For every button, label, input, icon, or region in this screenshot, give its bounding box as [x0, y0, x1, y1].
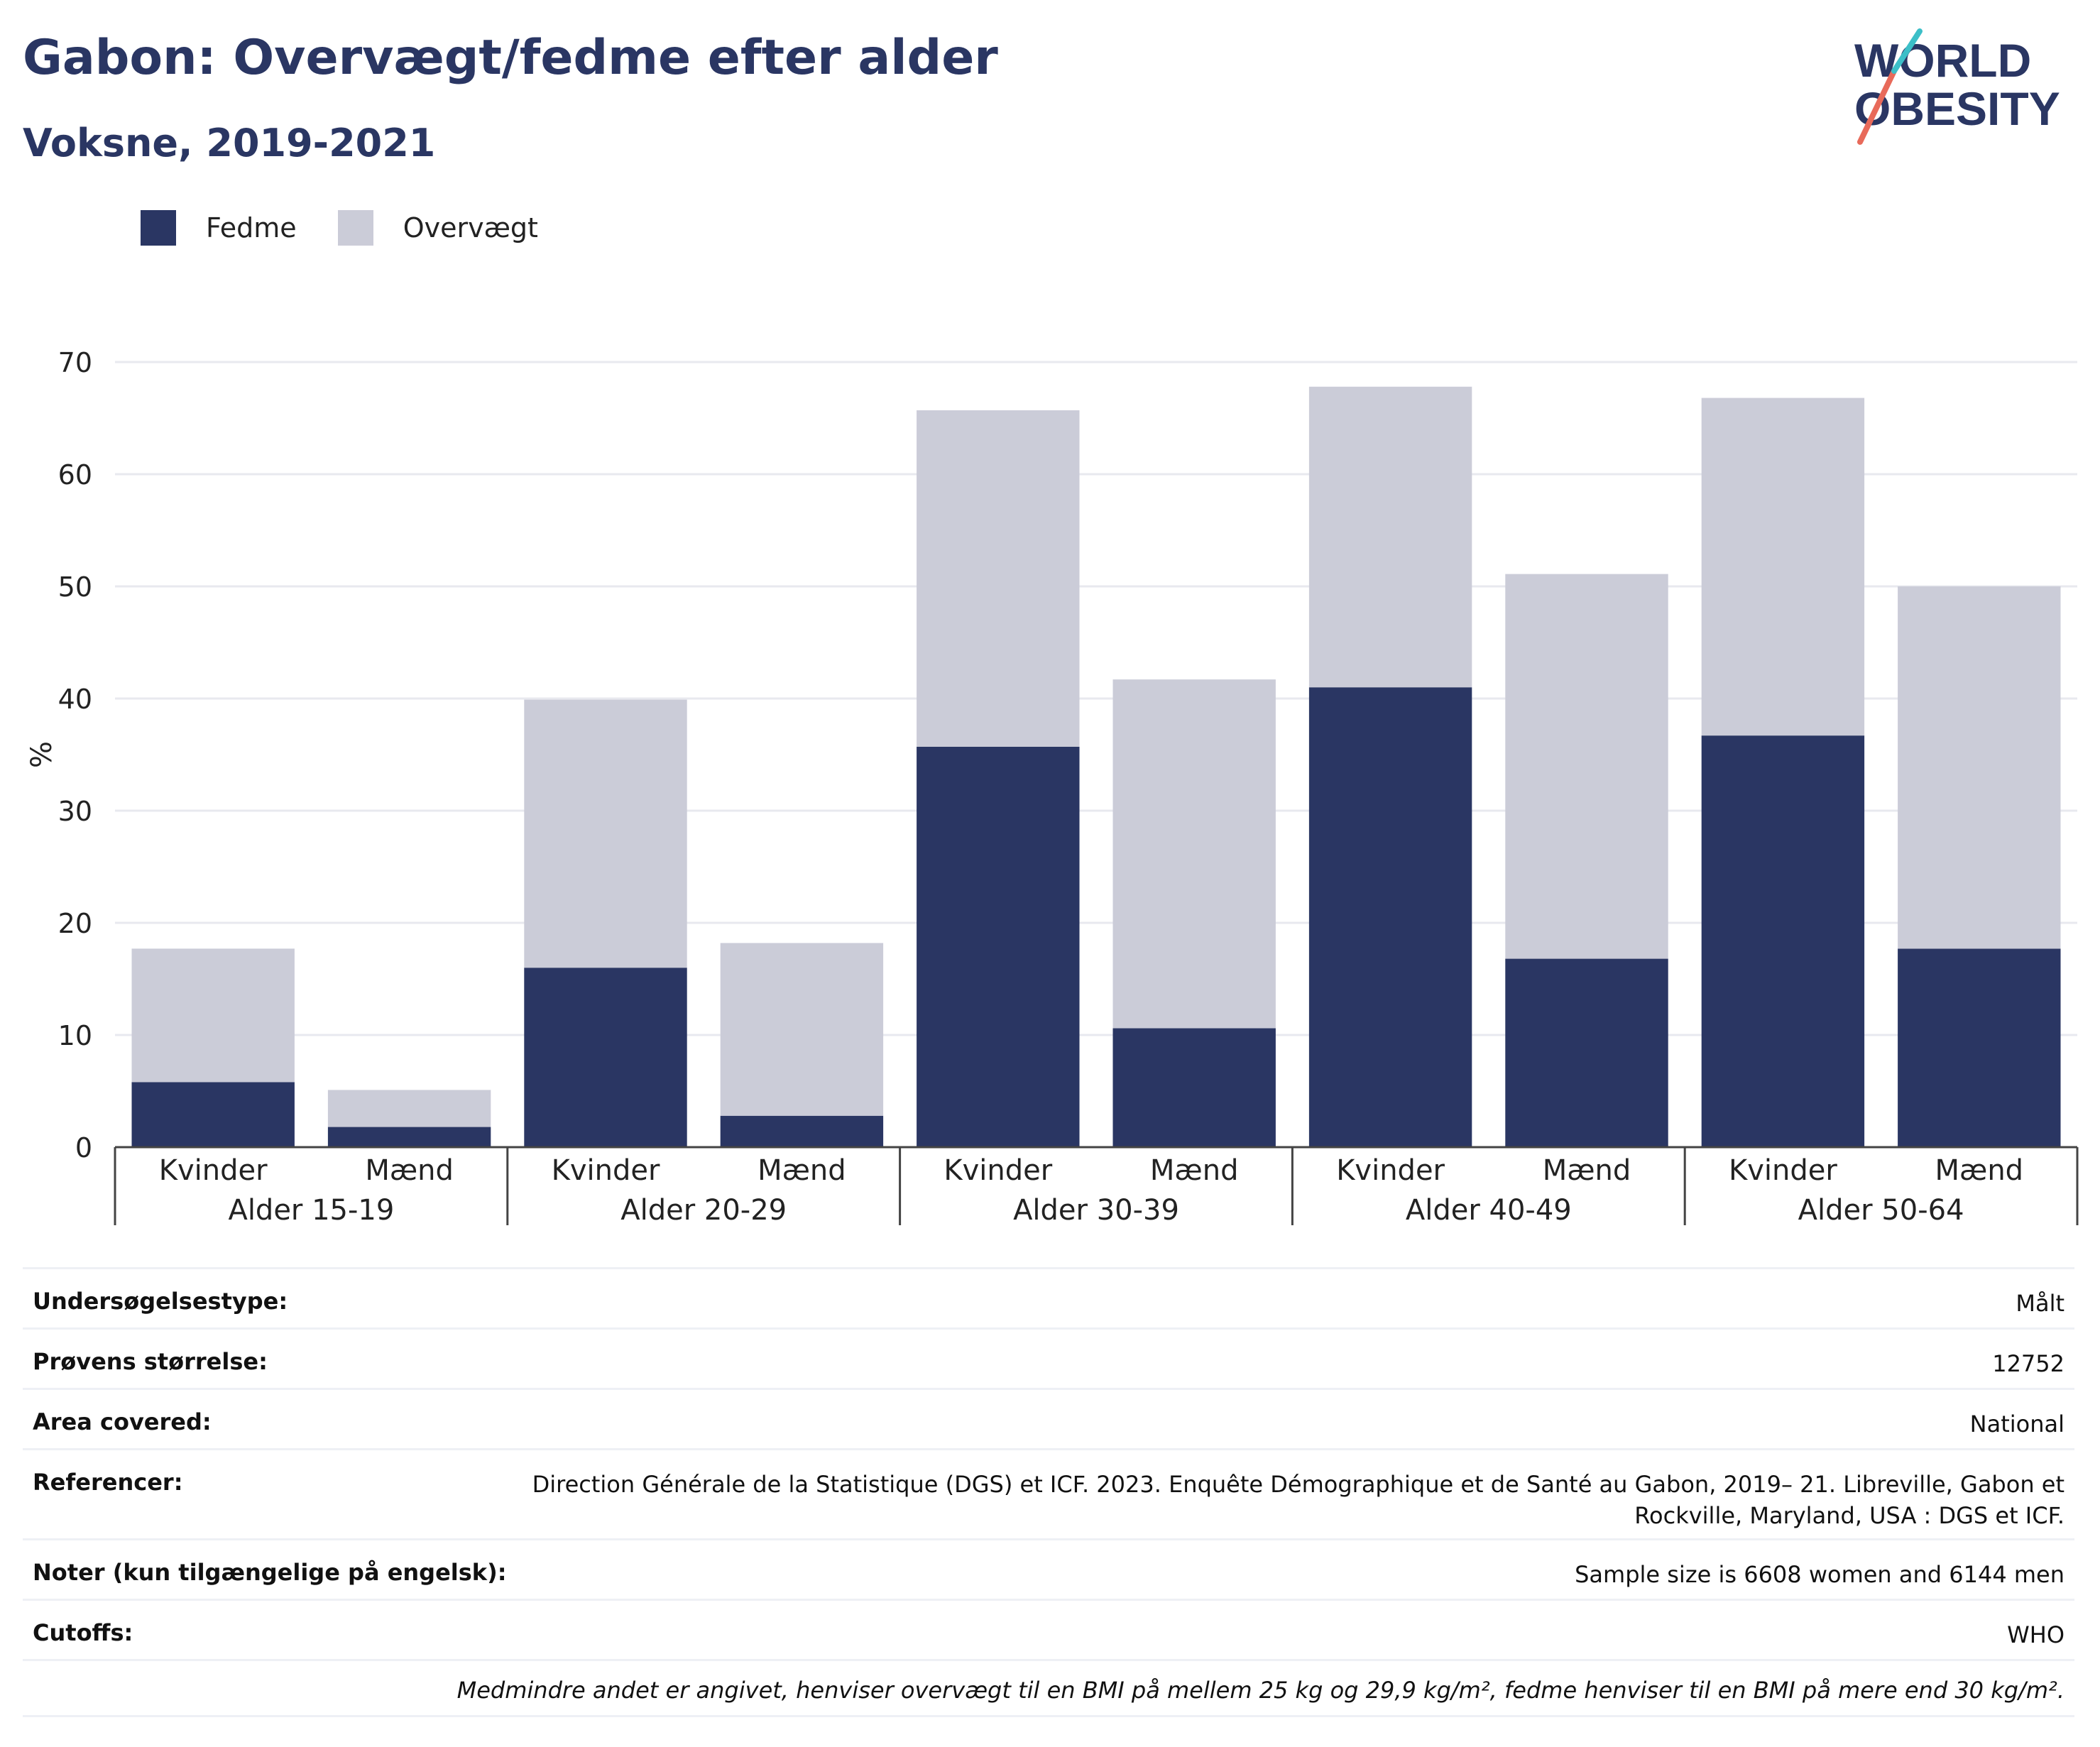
info-key: Prøvens størrelse:	[33, 1348, 268, 1375]
bar-fedme	[720, 1115, 884, 1147]
bar-overvægt	[917, 410, 1080, 747]
info-key: Area covered:	[33, 1408, 212, 1435]
bar-fedme	[327, 1127, 491, 1147]
x-category-label: Mænd	[758, 1154, 846, 1187]
bar-overvægt	[524, 699, 687, 968]
bar-fedme	[1505, 958, 1668, 1147]
bar-fedme	[1701, 735, 1865, 1147]
bar-fedme	[917, 746, 1080, 1147]
info-row-cutoffs: Cutoffs: WHO	[23, 1599, 2074, 1659]
info-row-area-covered: Area covered: National	[23, 1388, 2074, 1448]
stacked-bar-chart: 0 10 20 30 40 50 60 70% Kvinder Mænd Kvinder Mænd Kv…	[26, 347, 2079, 1227]
bar-overvægt	[327, 1090, 491, 1127]
bar-overvægt	[720, 943, 884, 1116]
legend-swatch-overvaegt	[337, 210, 373, 246]
bar-overvægt	[1898, 586, 2061, 949]
x-group-label: Alder 30-39	[1013, 1194, 1179, 1227]
info-row-references: Referencer: Direction Générale de la Sta…	[23, 1448, 2074, 1538]
bar-fedme	[131, 1082, 295, 1147]
y-tick-label: 50	[58, 571, 92, 603]
bar-overvægt	[1308, 386, 1472, 688]
x-group-label: Alder 15-19	[228, 1194, 394, 1227]
y-tick-label: 10	[58, 1020, 92, 1051]
x-category-label: Kvinder	[1729, 1154, 1837, 1187]
x-group-label: Alder 40-49	[1406, 1194, 1572, 1227]
chart-subtitle: Voksne, 2019-2021	[23, 121, 436, 165]
y-tick-label: 40	[58, 684, 92, 715]
x-category-label: Mænd	[365, 1154, 454, 1187]
info-value: Direction Générale de la Statistique (DG…	[532, 1471, 2065, 1529]
x-category-label: Kvinder	[944, 1154, 1052, 1187]
info-key: Noter (kun tilgængelige på engelsk):	[33, 1559, 507, 1586]
x-category-label: Mænd	[1543, 1154, 1631, 1187]
y-tick-label: 60	[58, 459, 92, 491]
info-row-survey-type: Undersøgelsestype: Målt	[23, 1267, 2074, 1327]
legend-label-fedme: Fedme	[206, 212, 297, 243]
bar-overvægt	[1505, 574, 1668, 959]
x-category-label: Mænd	[1935, 1154, 2024, 1187]
y-axis-label: %	[26, 741, 58, 768]
chart-legend: Fedme Overvægt	[141, 210, 579, 246]
x-group-label: Alder 20-29	[620, 1194, 787, 1227]
x-category-label: Kvinder	[159, 1154, 268, 1187]
x-category-label: Kvinder	[552, 1154, 660, 1187]
info-value: Målt	[2016, 1290, 2065, 1317]
bar-fedme	[524, 968, 687, 1147]
info-row-sample-size: Prøvens størrelse: 12752	[23, 1327, 2074, 1388]
y-tick-label: 0	[75, 1132, 92, 1163]
info-value: 12752	[1992, 1350, 2065, 1377]
info-key: Referencer:	[33, 1469, 183, 1496]
legend-swatch-fedme	[141, 210, 176, 246]
bar-fedme	[1112, 1028, 1276, 1147]
legend-item-overvaegt[interactable]: Overvægt	[337, 210, 538, 246]
world-obesity-logo: WORLD OBESITY	[1854, 28, 2060, 145]
legend-item-fedme[interactable]: Fedme	[141, 210, 297, 246]
bar-overvægt	[1112, 679, 1276, 1029]
info-table: Undersøgelsestype: Målt Prøvens størrels…	[23, 1267, 2074, 1717]
info-row-notes: Noter (kun tilgængelige på engelsk): Sam…	[23, 1538, 2074, 1599]
y-tick-label: 70	[58, 347, 92, 378]
bar-fedme	[1898, 948, 2061, 1147]
legend-label-overvaegt: Overvægt	[403, 212, 538, 243]
y-tick-label: 30	[58, 796, 92, 827]
info-key: Undersøgelsestype:	[33, 1288, 288, 1315]
bar-fedme	[1308, 687, 1472, 1147]
bar-overvægt	[1701, 398, 1865, 736]
info-value: Sample size is 6608 women and 6144 men	[1575, 1561, 2065, 1588]
logo-line-2: OBESITY	[1854, 82, 2060, 135]
logo-line-1: WORLD	[1854, 34, 2031, 87]
info-value: National	[1969, 1411, 2065, 1437]
definition-note: Medmindre andet er angivet, henviser ove…	[23, 1659, 2074, 1717]
x-group-label: Alder 50-64	[1798, 1194, 1964, 1227]
bar-overvægt	[131, 948, 295, 1083]
info-value: WHO	[2007, 1621, 2065, 1648]
x-category-label: Kvinder	[1336, 1154, 1445, 1187]
y-tick-label: 20	[58, 908, 92, 939]
chart-title: Gabon: Overvægt/fedme efter alder	[23, 30, 998, 86]
info-key: Cutoffs:	[33, 1619, 133, 1646]
x-category-label: Mænd	[1150, 1154, 1239, 1187]
